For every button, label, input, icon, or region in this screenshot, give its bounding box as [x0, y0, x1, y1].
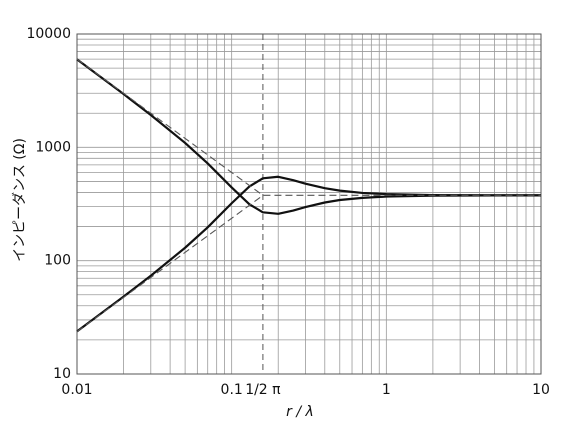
- y-tick-label: 10000: [26, 26, 71, 42]
- y-axis-label: インピーダンス (Ω): [12, 138, 28, 262]
- asymptote-line: [76, 194, 264, 332]
- x-tick-label: 10: [532, 382, 550, 398]
- x-tick-label: 0.01: [61, 382, 92, 398]
- x-tick-label: 0.1: [221, 382, 243, 398]
- x-tick-label: 1: [382, 382, 391, 398]
- impedance-line: [76, 175, 541, 333]
- impedance-line: [76, 58, 541, 215]
- y-tick-label: 100: [44, 253, 71, 269]
- x-tick-label: 1/2 π: [245, 382, 281, 398]
- x-axis-label: r / λ: [286, 404, 314, 420]
- y-tick-label: 1000: [35, 139, 71, 155]
- y-tick-label: 10: [53, 366, 71, 382]
- plot-frame: [76, 33, 542, 375]
